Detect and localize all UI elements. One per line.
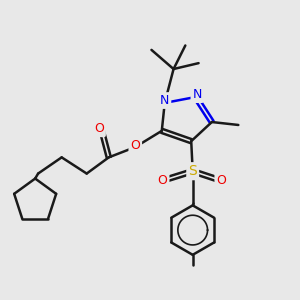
Text: N: N	[192, 88, 202, 101]
Text: N: N	[160, 94, 169, 107]
Text: O: O	[130, 139, 140, 152]
Text: O: O	[216, 174, 226, 188]
Text: O: O	[158, 174, 168, 188]
Text: O: O	[94, 122, 104, 135]
Text: S: S	[188, 164, 197, 178]
